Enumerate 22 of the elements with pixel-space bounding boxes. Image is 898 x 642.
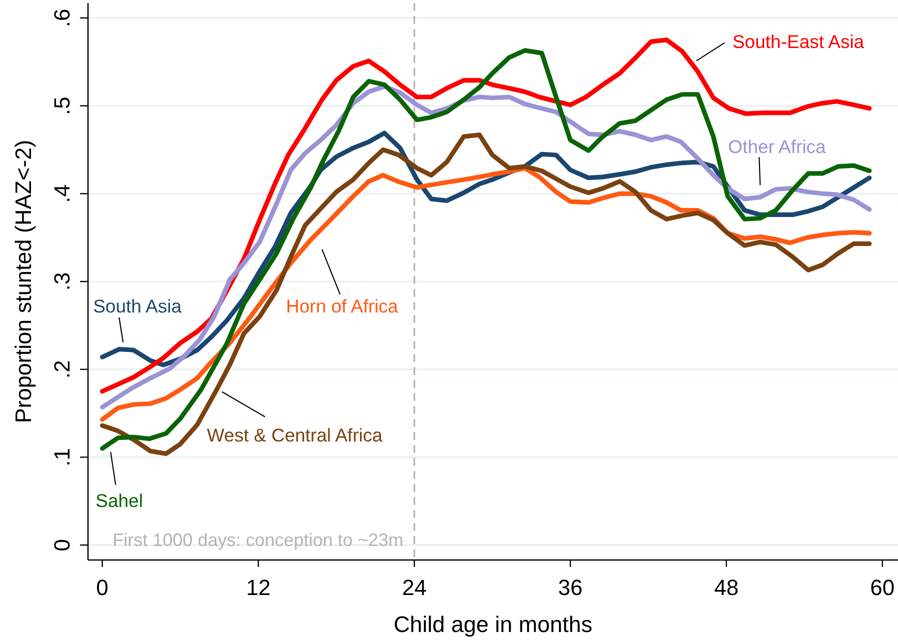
y-tick-label: .5: [50, 96, 75, 115]
series-label: Other Africa: [728, 136, 827, 158]
x-tick-label: 36: [558, 575, 583, 600]
x-tick-label: 0: [96, 575, 108, 600]
ref-line-label: First 1000 days: conception to ~23m: [112, 530, 404, 550]
y-tick-label: .4: [50, 184, 75, 203]
text: Sahel: [96, 490, 143, 511]
x-tick-label: 24: [402, 575, 427, 600]
y-tick-label: .6: [50, 8, 75, 28]
x-axis-title: Child age in months: [394, 612, 592, 637]
series-label: South Asia: [93, 295, 182, 316]
series-label: Horn of Africa: [286, 295, 399, 316]
y-tick-label: .1: [50, 448, 75, 466]
x-tick-label: 48: [714, 575, 739, 600]
y-tick-label: .2: [50, 360, 75, 379]
series-label: West & Central Africa: [206, 424, 384, 446]
y-tick-label: 0: [50, 538, 75, 552]
y-axis-title: Proportion stunted (HAZ<-2): [11, 140, 36, 424]
x-tick-label: 12: [246, 575, 271, 600]
x-tick-label: 60: [870, 575, 895, 600]
text: South-East Asia: [732, 30, 865, 52]
y-tick-label: .3: [50, 272, 75, 291]
